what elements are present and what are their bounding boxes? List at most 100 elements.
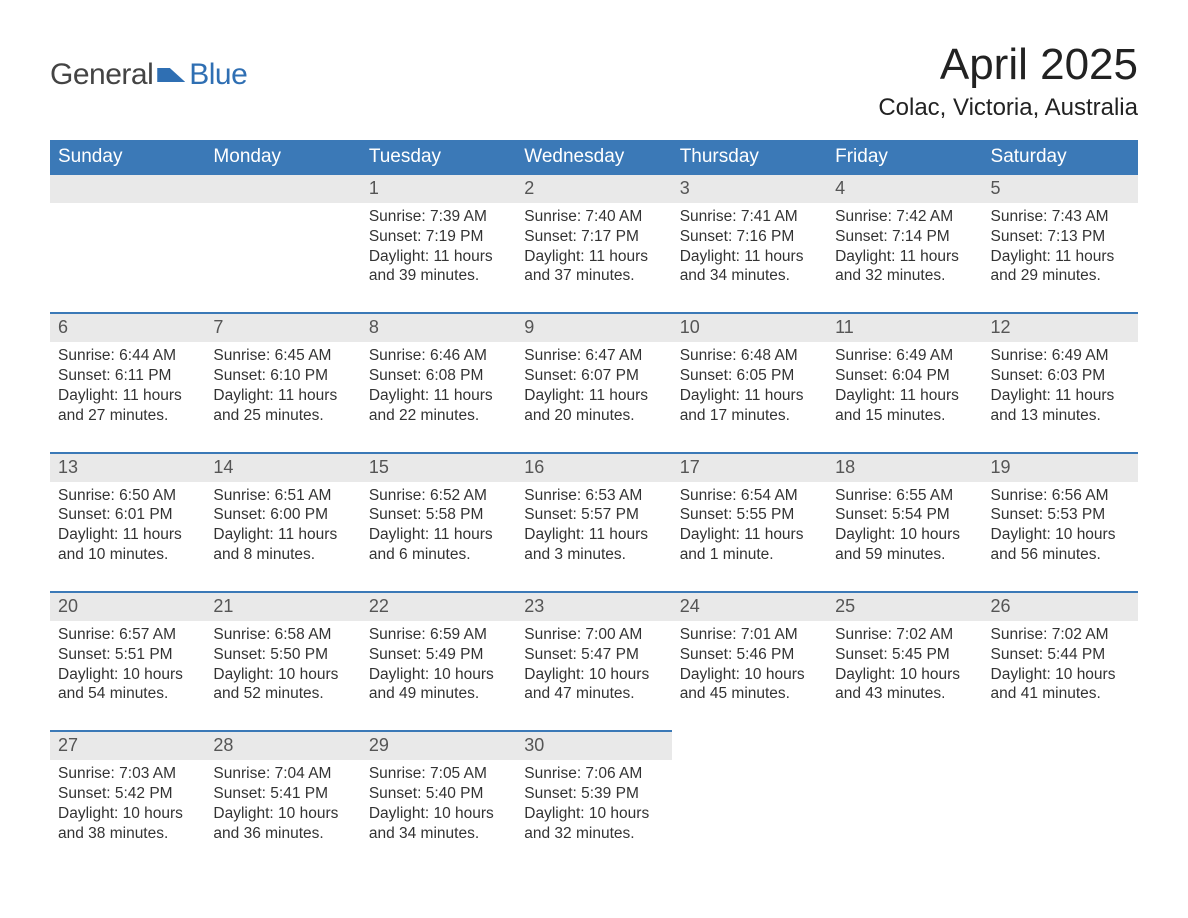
calendar-cell: 28Sunrise: 7:04 AMSunset: 5:41 PMDayligh… (205, 731, 360, 869)
daylight-line: Daylight: 11 hours and 1 minute. (680, 525, 819, 565)
sunrise-line: Sunrise: 6:56 AM (991, 486, 1130, 506)
title-block: April 2025 Colac, Victoria, Australia (878, 40, 1138, 122)
day-number: 22 (361, 593, 516, 621)
weekday-header: Monday (205, 140, 360, 175)
day-body: Sunrise: 6:57 AMSunset: 5:51 PMDaylight:… (50, 621, 205, 704)
sunset-line: Sunset: 5:44 PM (991, 645, 1130, 665)
sunrise-line: Sunrise: 7:00 AM (524, 625, 663, 645)
weekday-header: Sunday (50, 140, 205, 175)
sunset-line: Sunset: 6:00 PM (213, 505, 352, 525)
day-body: Sunrise: 6:48 AMSunset: 6:05 PMDaylight:… (672, 342, 827, 425)
daylight-line: Daylight: 11 hours and 17 minutes. (680, 386, 819, 426)
day-body: Sunrise: 6:44 AMSunset: 6:11 PMDaylight:… (50, 342, 205, 425)
day-body: Sunrise: 7:02 AMSunset: 5:44 PMDaylight:… (983, 621, 1138, 704)
day-body: Sunrise: 6:54 AMSunset: 5:55 PMDaylight:… (672, 482, 827, 565)
day-number: 5 (983, 175, 1138, 203)
daylight-line: Daylight: 11 hours and 15 minutes. (835, 386, 974, 426)
day-number: 21 (205, 593, 360, 621)
daylight-line: Daylight: 11 hours and 10 minutes. (58, 525, 197, 565)
sunrise-line: Sunrise: 7:42 AM (835, 207, 974, 227)
day-body: Sunrise: 6:59 AMSunset: 5:49 PMDaylight:… (361, 621, 516, 704)
calendar-cell: 20Sunrise: 6:57 AMSunset: 5:51 PMDayligh… (50, 592, 205, 731)
day-body: Sunrise: 7:05 AMSunset: 5:40 PMDaylight:… (361, 760, 516, 843)
sunrise-line: Sunrise: 6:57 AM (58, 625, 197, 645)
daylight-line: Daylight: 10 hours and 34 minutes. (369, 804, 508, 844)
sunrise-line: Sunrise: 6:50 AM (58, 486, 197, 506)
sunrise-line: Sunrise: 6:44 AM (58, 346, 197, 366)
daylight-line: Daylight: 11 hours and 32 minutes. (835, 247, 974, 287)
sunset-line: Sunset: 6:04 PM (835, 366, 974, 386)
calendar-cell-blank (827, 731, 982, 869)
day-number: 20 (50, 593, 205, 621)
sunrise-line: Sunrise: 6:49 AM (835, 346, 974, 366)
calendar-cell: 12Sunrise: 6:49 AMSunset: 6:03 PMDayligh… (983, 313, 1138, 452)
day-number: 13 (50, 454, 205, 482)
sunset-line: Sunset: 6:11 PM (58, 366, 197, 386)
sunset-line: Sunset: 5:41 PM (213, 784, 352, 804)
day-number (205, 175, 360, 203)
daylight-line: Daylight: 11 hours and 13 minutes. (991, 386, 1130, 426)
day-number: 30 (516, 732, 671, 760)
day-number: 29 (361, 732, 516, 760)
day-body: Sunrise: 7:02 AMSunset: 5:45 PMDaylight:… (827, 621, 982, 704)
sunrise-line: Sunrise: 7:43 AM (991, 207, 1130, 227)
calendar-week-row: 1Sunrise: 7:39 AMSunset: 7:19 PMDaylight… (50, 175, 1138, 313)
day-number: 2 (516, 175, 671, 203)
day-number: 9 (516, 314, 671, 342)
calendar-cell-blank (672, 731, 827, 869)
daylight-line: Daylight: 11 hours and 3 minutes. (524, 525, 663, 565)
sunrise-line: Sunrise: 6:45 AM (213, 346, 352, 366)
day-body: Sunrise: 7:04 AMSunset: 5:41 PMDaylight:… (205, 760, 360, 843)
day-body: Sunrise: 7:40 AMSunset: 7:17 PMDaylight:… (516, 203, 671, 286)
day-number: 6 (50, 314, 205, 342)
day-number: 1 (361, 175, 516, 203)
day-body: Sunrise: 7:03 AMSunset: 5:42 PMDaylight:… (50, 760, 205, 843)
sunrise-line: Sunrise: 6:48 AM (680, 346, 819, 366)
day-number: 19 (983, 454, 1138, 482)
sunrise-line: Sunrise: 7:02 AM (991, 625, 1130, 645)
sunset-line: Sunset: 7:16 PM (680, 227, 819, 247)
day-body: Sunrise: 6:50 AMSunset: 6:01 PMDaylight:… (50, 482, 205, 565)
sunset-line: Sunset: 7:14 PM (835, 227, 974, 247)
sunset-line: Sunset: 6:10 PM (213, 366, 352, 386)
sunset-line: Sunset: 5:45 PM (835, 645, 974, 665)
day-number: 12 (983, 314, 1138, 342)
calendar-cell: 9Sunrise: 6:47 AMSunset: 6:07 PMDaylight… (516, 313, 671, 452)
daylight-line: Daylight: 11 hours and 22 minutes. (369, 386, 508, 426)
day-body: Sunrise: 7:06 AMSunset: 5:39 PMDaylight:… (516, 760, 671, 843)
sunrise-line: Sunrise: 7:40 AM (524, 207, 663, 227)
daylight-line: Daylight: 10 hours and 56 minutes. (991, 525, 1130, 565)
calendar-cell: 17Sunrise: 6:54 AMSunset: 5:55 PMDayligh… (672, 453, 827, 592)
day-number: 7 (205, 314, 360, 342)
sunset-line: Sunset: 6:05 PM (680, 366, 819, 386)
day-number (827, 731, 982, 759)
calendar-cell: 22Sunrise: 6:59 AMSunset: 5:49 PMDayligh… (361, 592, 516, 731)
calendar-cell-blank (50, 175, 205, 313)
sunrise-line: Sunrise: 6:52 AM (369, 486, 508, 506)
sunset-line: Sunset: 5:54 PM (835, 505, 974, 525)
day-number: 11 (827, 314, 982, 342)
logo: General Blue (50, 58, 247, 92)
calendar-cell: 5Sunrise: 7:43 AMSunset: 7:13 PMDaylight… (983, 175, 1138, 313)
daylight-line: Daylight: 11 hours and 8 minutes. (213, 525, 352, 565)
sunrise-line: Sunrise: 6:49 AM (991, 346, 1130, 366)
daylight-line: Daylight: 10 hours and 36 minutes. (213, 804, 352, 844)
sunrise-line: Sunrise: 6:54 AM (680, 486, 819, 506)
day-body: Sunrise: 6:45 AMSunset: 6:10 PMDaylight:… (205, 342, 360, 425)
daylight-line: Daylight: 10 hours and 52 minutes. (213, 665, 352, 705)
daylight-line: Daylight: 10 hours and 38 minutes. (58, 804, 197, 844)
calendar-cell: 24Sunrise: 7:01 AMSunset: 5:46 PMDayligh… (672, 592, 827, 731)
day-number (983, 731, 1138, 759)
calendar-cell: 18Sunrise: 6:55 AMSunset: 5:54 PMDayligh… (827, 453, 982, 592)
day-number: 28 (205, 732, 360, 760)
day-number: 3 (672, 175, 827, 203)
calendar-cell: 25Sunrise: 7:02 AMSunset: 5:45 PMDayligh… (827, 592, 982, 731)
sunrise-line: Sunrise: 7:05 AM (369, 764, 508, 784)
sunrise-line: Sunrise: 7:03 AM (58, 764, 197, 784)
location-subtitle: Colac, Victoria, Australia (878, 94, 1138, 122)
day-number: 15 (361, 454, 516, 482)
day-number (672, 731, 827, 759)
sunset-line: Sunset: 7:19 PM (369, 227, 508, 247)
calendar-cell: 26Sunrise: 7:02 AMSunset: 5:44 PMDayligh… (983, 592, 1138, 731)
daylight-line: Daylight: 11 hours and 29 minutes. (991, 247, 1130, 287)
